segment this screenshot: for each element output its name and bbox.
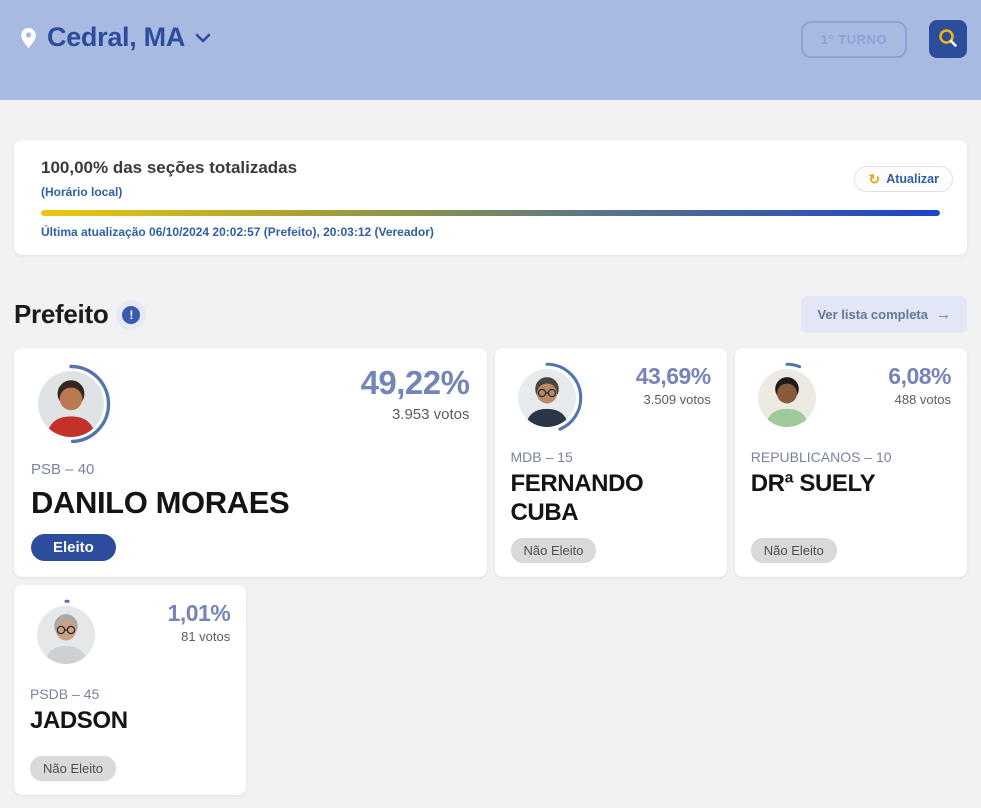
status-badge: Não Eleito	[510, 538, 597, 563]
round-selector-button[interactable]: 1° TURNO	[800, 20, 907, 58]
refresh-label: Atualizar	[886, 172, 939, 186]
candidate-avatar	[511, 362, 583, 434]
totalization-progress-bar	[41, 210, 940, 216]
party-number: PSB – 40	[31, 461, 95, 478]
candidate-card[interactable]: 49,22% 3.953 votos PSB – 40 DANILO MORAE…	[14, 348, 487, 577]
vote-arc	[751, 362, 823, 434]
party-number: REPUBLICANOS – 10	[750, 449, 892, 465]
party-number: MDB – 15	[510, 449, 573, 465]
arrow-right-icon: →	[936, 306, 951, 323]
view-full-list-label: Ver lista completa	[817, 307, 928, 322]
vote-percent: 1,01%	[167, 600, 231, 626]
totalization-progress-fill	[41, 210, 940, 216]
timezone-note: (Horário local)	[41, 185, 123, 199]
topbar-actions: 1° TURNO	[800, 20, 967, 58]
refresh-button[interactable]: ↻ Atualizar	[854, 166, 953, 192]
candidate-avatar	[751, 362, 823, 434]
person-photo-placeholder	[525, 377, 568, 427]
candidate-name: DRª SUELY	[750, 470, 876, 497]
search-button[interactable]	[929, 20, 967, 58]
vote-percent: 43,69%	[635, 363, 712, 389]
candidate-card[interactable]: 43,69% 3.509 votos MDB – 15 FERNANDO CUB…	[494, 348, 727, 577]
vote-count: 3.509 votos	[643, 392, 711, 408]
page-title: Prefeito	[14, 299, 109, 329]
person-photo-placeholder	[46, 380, 96, 437]
topbar: Cedral, MA 1° TURNO	[0, 0, 981, 100]
candidate-avatar	[30, 599, 102, 671]
status-badge: Não Eleito	[750, 538, 837, 563]
status-badge: Não Eleito	[30, 756, 116, 781]
vote-arc	[31, 364, 111, 444]
info-icon[interactable]: !	[116, 299, 147, 330]
vote-count: 81 votos	[181, 629, 231, 645]
location-pin-icon	[20, 27, 37, 49]
candidate-name: DANILO MORAES	[31, 485, 290, 520]
candidate-card[interactable]: 6,08% 488 votos REPUBLICANOS – 10 DRª SU…	[734, 348, 967, 577]
person-photo-placeholder	[765, 377, 809, 427]
candidate-avatar	[31, 364, 111, 444]
vote-count: 488 votos	[894, 392, 951, 408]
status-badge: Eleito	[31, 534, 116, 561]
totalization-card: 100,00% das seções totalizadas (Horário …	[14, 140, 967, 255]
candidates-grid: 49,22% 3.953 votos PSB – 40 DANILO MORAE…	[14, 348, 967, 795]
vote-percent: 6,08%	[888, 363, 951, 389]
location-title: Cedral, MA	[47, 22, 186, 52]
last-update-text: Última atualização 06/10/2024 20:02:57 (…	[41, 225, 434, 239]
refresh-icon: ↻	[868, 171, 881, 187]
party-number: PSDB – 45	[30, 686, 100, 702]
candidate-card[interactable]: 1,01% 81 votos PSDB – 45 JADSON Não Elei…	[14, 585, 247, 795]
vote-percent: 49,22%	[360, 364, 470, 401]
person-photo-placeholder	[44, 614, 88, 664]
location-selector[interactable]: Cedral, MA	[20, 20, 211, 53]
vote-arc	[511, 362, 582, 434]
vote-count: 3.953 votos	[391, 405, 470, 423]
chevron-down-icon	[195, 33, 211, 43]
vote-arc	[30, 599, 102, 671]
view-full-list-button[interactable]: Ver lista completa →	[801, 296, 967, 333]
section-header: Prefeito ! Ver lista completa →	[14, 296, 967, 333]
candidate-name: FERNANDO CUBA	[510, 470, 644, 526]
search-icon	[937, 27, 959, 52]
candidate-name: JADSON	[30, 707, 128, 734]
totalization-title: 100,00% das seções totalizadas	[41, 158, 298, 177]
